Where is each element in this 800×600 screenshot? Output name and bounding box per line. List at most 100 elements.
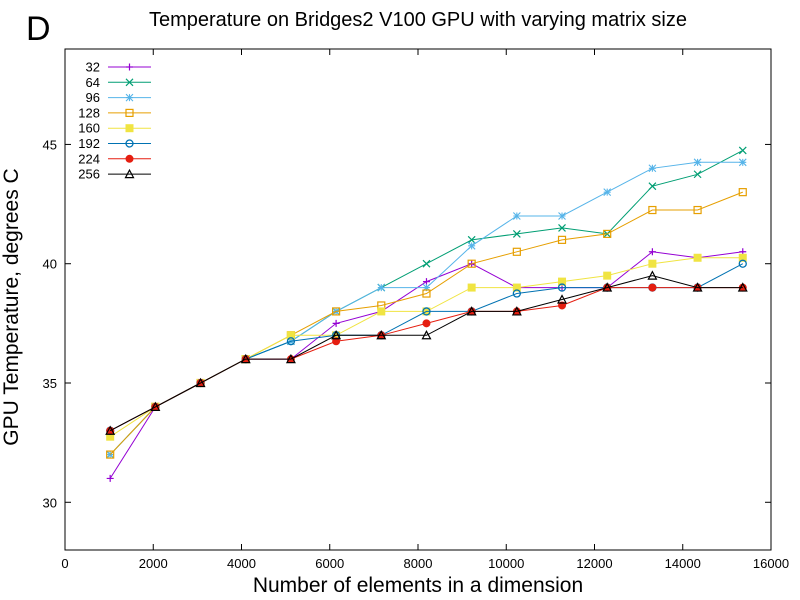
- data-point: [467, 241, 476, 250]
- data-point: [603, 271, 612, 280]
- series-256: [105, 270, 748, 435]
- data-point: [648, 248, 656, 256]
- legend-item: 128: [78, 105, 151, 120]
- legend-marker: [126, 63, 133, 71]
- series-64: [106, 146, 747, 459]
- legend-item: 192: [78, 136, 151, 151]
- data-point: [106, 450, 115, 459]
- x-tick-label: 4000: [227, 556, 256, 571]
- data-point: [422, 319, 431, 328]
- x-tick-label: 10000: [488, 556, 524, 571]
- data-point: [286, 331, 295, 340]
- data-point: [602, 282, 613, 292]
- y-tick-label: 35: [43, 376, 57, 391]
- data-point: [106, 474, 114, 482]
- x-tick-label: 0: [61, 556, 68, 571]
- legend-label: 224: [78, 151, 100, 166]
- data-point: [557, 235, 567, 244]
- data-point: [738, 188, 747, 197]
- legend-label: 160: [78, 121, 100, 136]
- data-point: [648, 283, 657, 292]
- data-point: [240, 353, 251, 364]
- data-point: [511, 306, 522, 316]
- data-point: [286, 337, 296, 346]
- data-point: [738, 253, 747, 262]
- data-point: [421, 330, 432, 340]
- data-point: [737, 282, 748, 292]
- data-point: [648, 164, 657, 173]
- data-point: [422, 259, 431, 268]
- data-point: [285, 353, 296, 364]
- series-layer: [105, 146, 748, 482]
- y-tick-label: 30: [43, 495, 57, 510]
- data-point: [692, 282, 703, 292]
- legend-item: 64: [86, 75, 151, 90]
- data-point: [558, 277, 567, 286]
- data-point: [512, 289, 521, 298]
- y-tick-label: 45: [43, 137, 57, 152]
- data-point: [693, 253, 702, 262]
- y-tick-label: 40: [43, 257, 57, 272]
- data-point: [693, 170, 702, 179]
- data-point: [558, 301, 567, 310]
- plot-frame: [64, 48, 772, 551]
- legend-label: 192: [78, 136, 100, 151]
- legend-marker: [125, 124, 134, 133]
- legend-item: 96: [86, 90, 151, 105]
- data-point: [603, 229, 612, 238]
- data-point: [332, 319, 340, 327]
- series-line: [109, 149, 744, 455]
- data-point: [512, 212, 521, 220]
- legend-marker: [124, 168, 135, 179]
- legend-item: 32: [86, 60, 151, 75]
- legend-marker: [125, 108, 134, 118]
- data-point: [557, 283, 567, 292]
- data-point: [422, 278, 430, 286]
- data-point: [467, 283, 476, 292]
- data-point: [467, 235, 476, 244]
- legend-label: 32: [86, 60, 100, 75]
- data-point: [738, 259, 747, 268]
- data-point: [738, 158, 747, 167]
- data-point: [648, 259, 657, 268]
- legend-label: 96: [86, 90, 100, 105]
- x-tick-label: 16000: [753, 556, 789, 571]
- data-point: [466, 306, 477, 316]
- data-point: [377, 283, 386, 292]
- data-point: [693, 205, 702, 215]
- legend-marker: [125, 154, 134, 163]
- chart-title: Temperature on Bridges2 V100 GPU with va…: [149, 9, 687, 31]
- data-point: [332, 337, 341, 346]
- data-point: [422, 289, 431, 298]
- data-point: [332, 307, 341, 316]
- data-point: [648, 182, 657, 191]
- data-point: [557, 294, 568, 304]
- data-point: [376, 330, 387, 340]
- panel-label: D: [26, 10, 51, 48]
- data-point: [422, 307, 431, 316]
- data-point: [467, 259, 476, 268]
- y-axis-label: GPU Temperature, degrees C: [0, 168, 23, 445]
- x-tick-label: 12000: [576, 556, 612, 571]
- legend-marker: [125, 78, 134, 87]
- data-point: [558, 212, 566, 220]
- data-point: [647, 270, 658, 280]
- data-point: [512, 247, 521, 256]
- data-point: [512, 283, 521, 292]
- data-point: [331, 330, 342, 340]
- series-224: [106, 283, 747, 435]
- x-tick-label: 2000: [139, 556, 168, 571]
- x-axis-label: Number of elements in a dimension: [253, 574, 583, 597]
- legend-label: 128: [78, 105, 100, 120]
- series-32: [106, 248, 747, 482]
- series-line: [109, 275, 743, 432]
- data-point: [558, 224, 566, 232]
- data-point: [603, 188, 612, 197]
- x-tick-label: 8000: [404, 556, 433, 571]
- data-point: [195, 377, 206, 388]
- data-point: [150, 401, 161, 411]
- legend-label: 256: [78, 167, 100, 182]
- data-point: [377, 307, 386, 316]
